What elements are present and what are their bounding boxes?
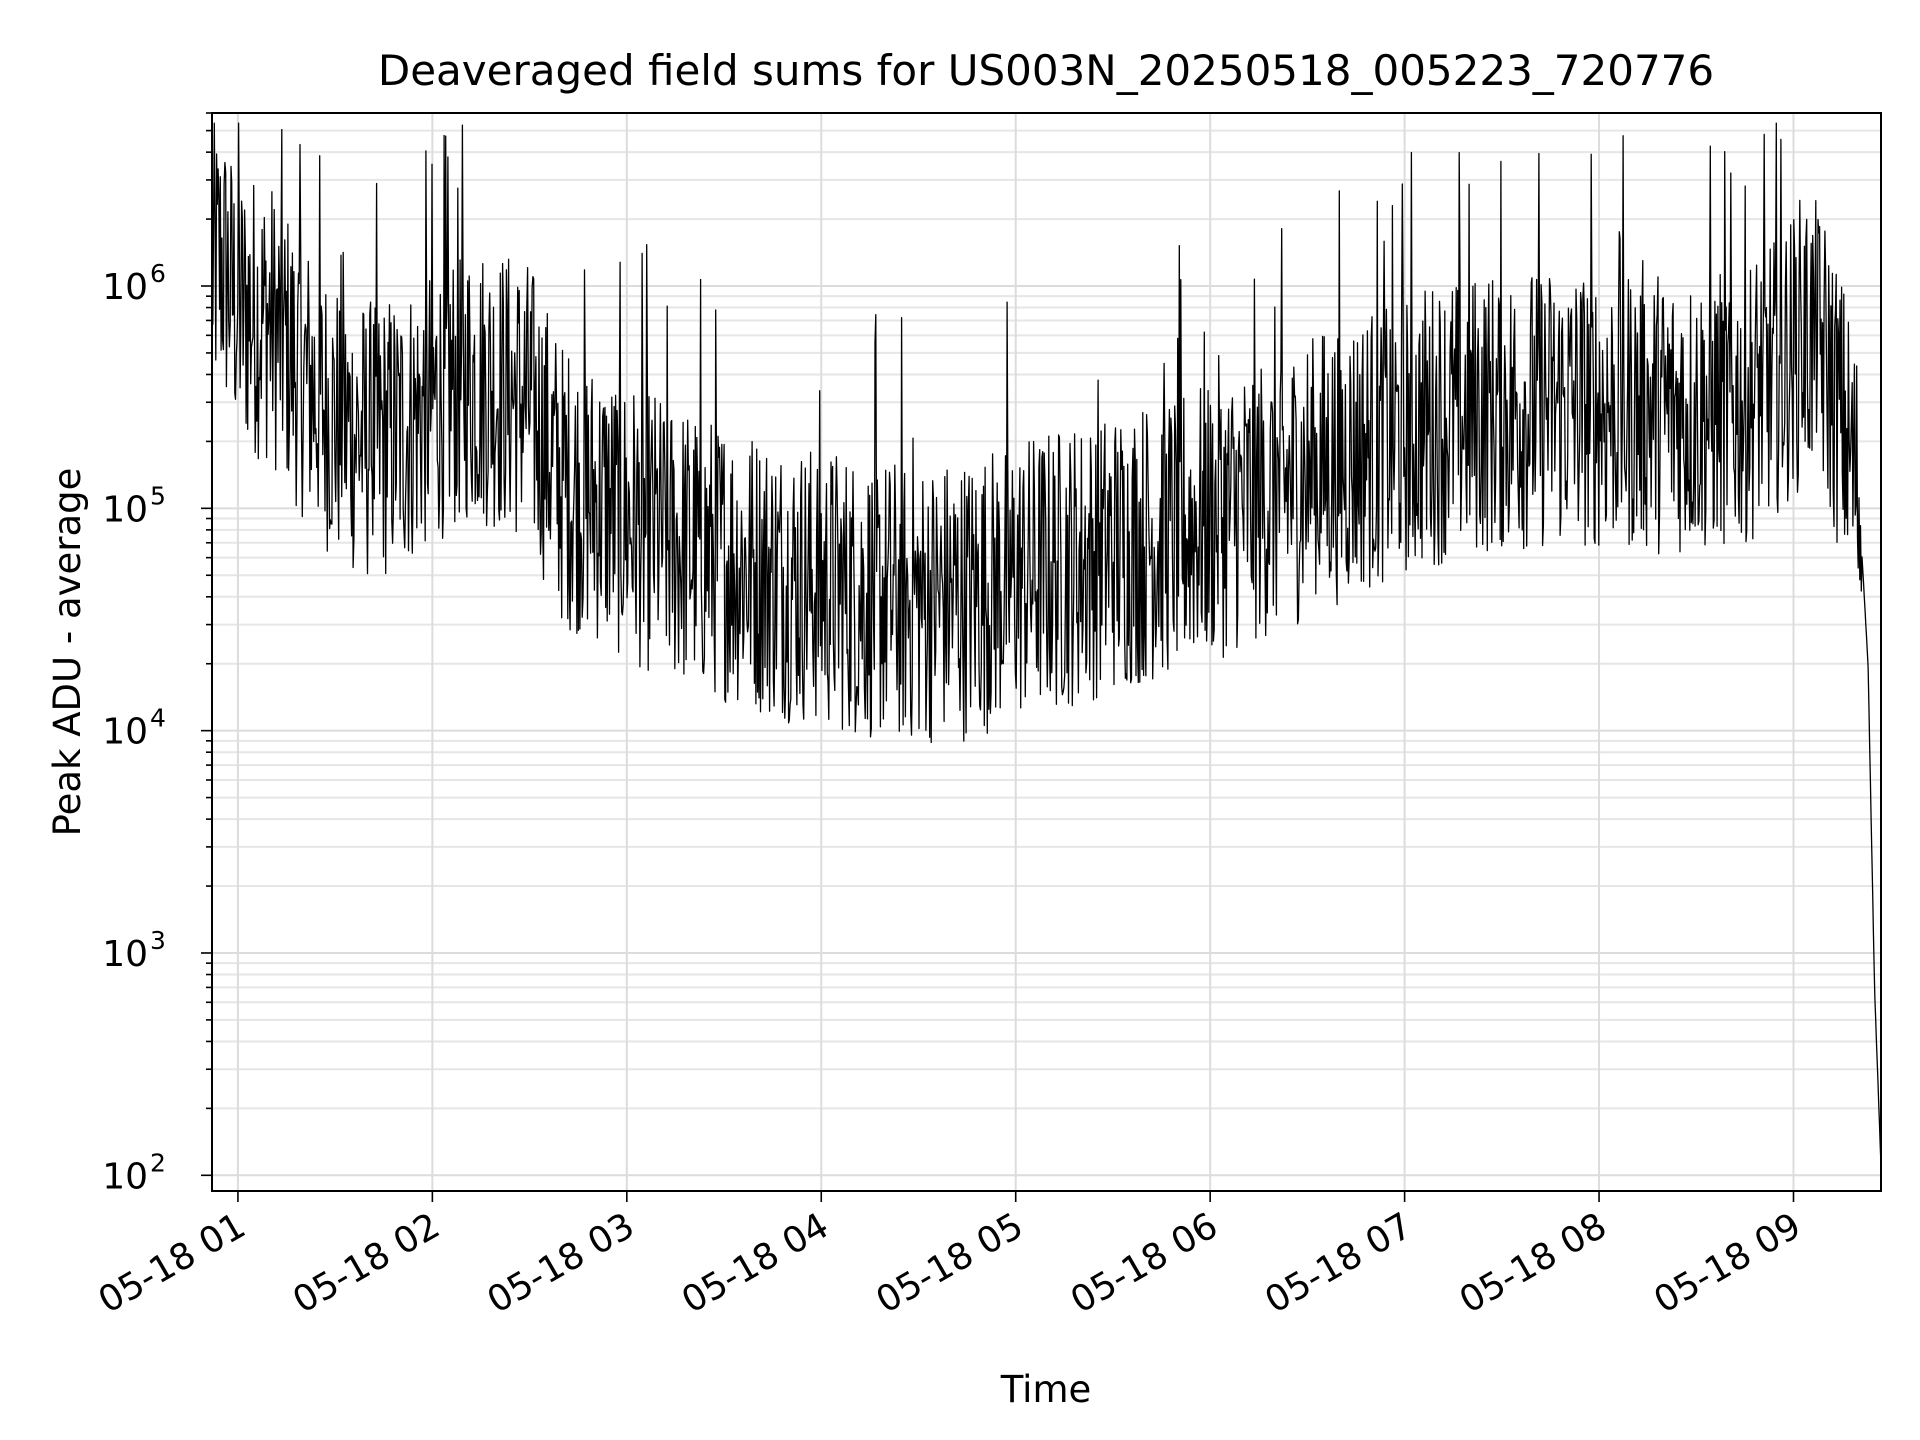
x-axis-label: Time [1000,1368,1092,1411]
series-layer [211,122,1882,1167]
y-tick-label-base: 10 [102,712,148,753]
plot-frame [211,112,1882,1192]
y-tick-label: 10 4 [102,704,166,753]
y-tick-label-base: 10 [102,267,148,308]
series-line [211,122,1882,1167]
y-tick-label-base: 10 [102,1156,148,1197]
y-tick-label-exponent: 5 [150,481,166,510]
y-tick-label-base: 10 [102,489,148,530]
y-tick-label-exponent: 3 [150,926,166,955]
y-tick-label: 10 3 [102,926,166,975]
y-tick-label-exponent: 2 [150,1148,166,1177]
y-tick-label-exponent: 4 [150,704,166,733]
y-tick-label: 10 2 [102,1148,166,1197]
y-tick-label-base: 10 [102,934,148,975]
y-axis-label: Peak ADU - average [46,468,89,837]
y-tick-label-exponent: 6 [150,259,166,288]
y-tick-label: 10 6 [102,259,166,308]
y-tick-label: 10 5 [102,481,166,530]
chart-title: Deaveraged field sums for US003N_2025051… [378,46,1714,95]
